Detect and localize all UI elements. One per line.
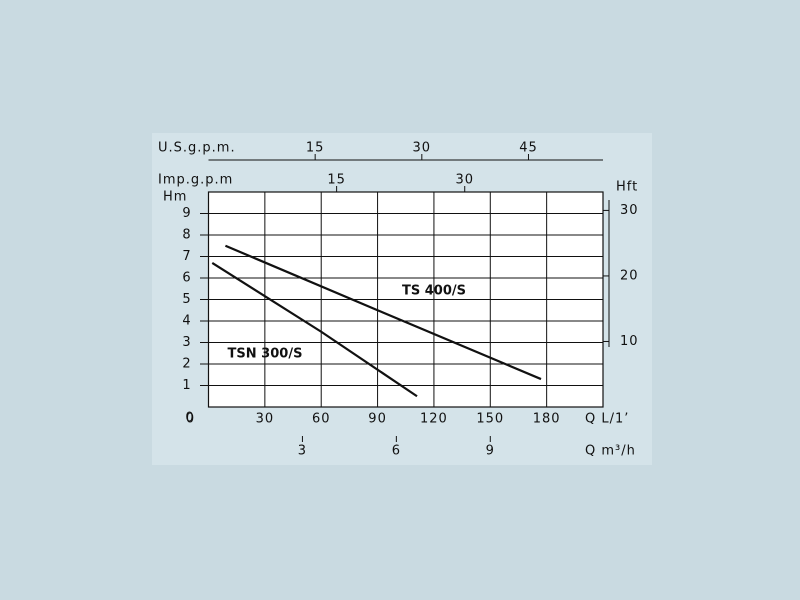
y2-tick-label: 20 [620,268,639,283]
y2-axis-label: Hft [616,180,638,195]
x3-tick-label: 15 [306,141,325,156]
x-tick-label: 90 [368,412,387,427]
y2-tick-label: 10 [620,334,639,349]
y-axis-label: Hm [163,190,187,205]
x2-axis-label: Q m³/h [585,444,636,459]
y-tick-label: 4 [182,314,191,329]
x-tick-label: 60 [312,412,331,427]
y-tick-label: 3 [182,335,191,350]
top-axis-label: U.S.g.p.m. [158,141,236,156]
x-tick-label: 120 [420,412,448,427]
y-tick-label: 5 [182,292,191,307]
x4-tick-label: 30 [455,173,474,188]
x-axis-label: Q L/1’ [585,412,629,427]
x4-tick-label: 15 [327,173,346,188]
x2-tick-label: 3 [298,444,307,459]
x-tick-label: 150 [476,412,504,427]
y-tick-label: 1 [182,378,191,393]
x-tick-label: 30 [256,412,275,427]
x2-tick-label: 6 [392,444,401,459]
x2-tick-label: 9 [486,444,495,459]
curve [211,262,418,398]
curve [224,244,542,381]
top-axis-label: Imp.g.p.m [158,173,233,188]
y-tick-label: 8 [182,228,191,243]
series-label: TS 400/S [402,284,466,299]
y2-tick-label: 30 [620,203,639,218]
x3-tick-label: 30 [413,141,432,156]
y-tick-label: 0 [185,411,194,426]
y-tick-label: 6 [182,271,191,286]
x-tick-label: 0 [186,412,195,427]
y-tick-label: 7 [182,249,191,264]
y-tick-label: 9 [182,206,191,221]
x3-tick-label: 45 [519,141,538,156]
series-label: TSN 300/S [228,347,303,362]
y-tick-label: 2 [182,357,191,372]
x-tick-label: 180 [533,412,561,427]
